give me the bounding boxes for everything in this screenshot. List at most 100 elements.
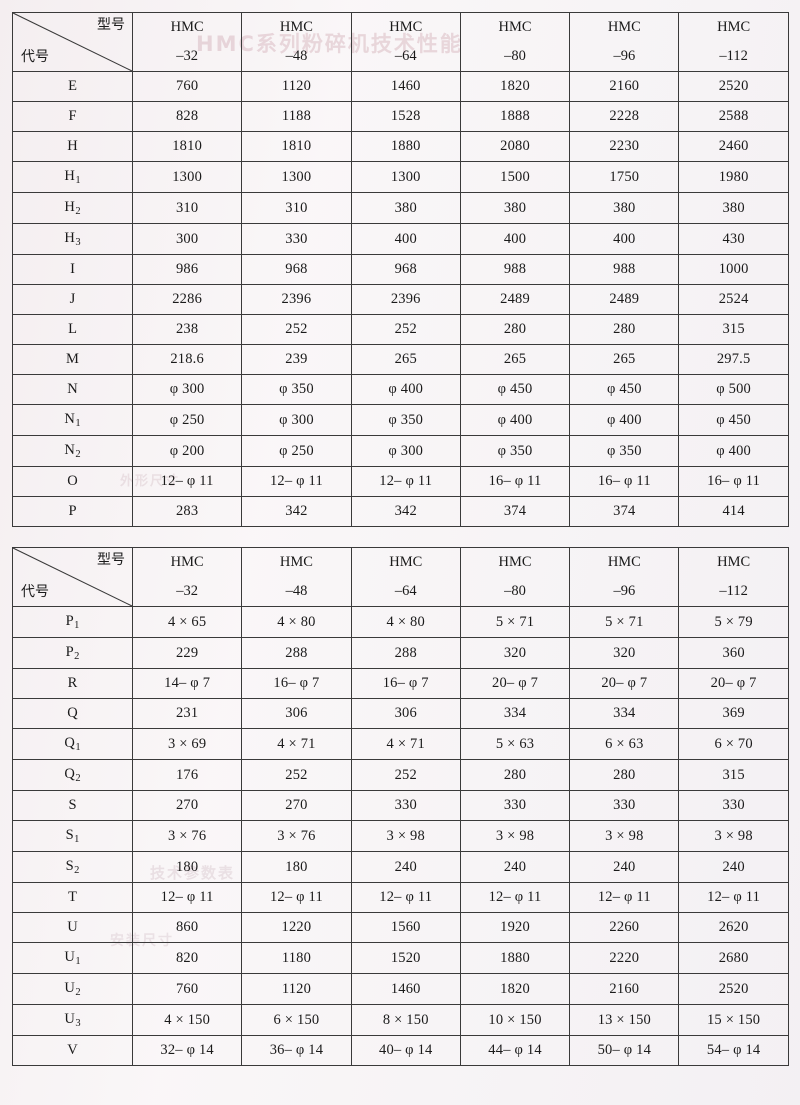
row-code-label: F xyxy=(12,101,133,132)
table-cell: 988 xyxy=(459,254,571,285)
row-code-label: U3 xyxy=(12,1004,133,1036)
table-row: M 218.6 239 265 265 265 297.5 xyxy=(12,344,789,375)
row-code-label: S1 xyxy=(12,820,133,852)
table-cell: 1500 xyxy=(459,161,571,193)
table-cell: 5 × 71 xyxy=(459,606,571,638)
table-cell: 2080 xyxy=(459,131,571,162)
header-row: 型号 代号 HMC –32 HMC –48 HMC –64 HMC –80 HMC –96 HMC –… xyxy=(12,547,789,607)
table-cell: 12– φ 11 xyxy=(569,882,680,913)
row-code-base: H xyxy=(64,168,75,184)
table-cell: 3 × 98 xyxy=(569,820,680,852)
table-cell: 1528 xyxy=(350,101,461,132)
table-cell: 280 xyxy=(569,759,680,791)
table-cell: 12– φ 11 xyxy=(131,466,243,497)
row-code-base: F xyxy=(68,108,77,124)
row-code-label: U xyxy=(12,912,133,943)
table-row: Q1 3 × 69 4 × 71 4 × 71 5 × 63 6 × 63 6 × 70 xyxy=(12,728,789,760)
row-code-subscript: 2 xyxy=(75,987,81,998)
table-cell: 12– φ 11 xyxy=(350,882,461,913)
corner-header-cell: 型号 代号 xyxy=(12,12,133,72)
table-row: S1 3 × 76 3 × 76 3 × 98 3 × 98 3 × 98 3 × 98 xyxy=(12,820,789,852)
row-code-label: U1 xyxy=(12,942,133,974)
corner-model-label: 型号 xyxy=(97,552,125,568)
table-cell: 1920 xyxy=(459,912,571,943)
table-cell: 252 xyxy=(241,759,352,791)
table-cell: 8 × 150 xyxy=(350,1004,461,1036)
table-cell: 1120 xyxy=(241,973,352,1005)
table-cell: 1810 xyxy=(241,131,352,162)
row-code-label: N xyxy=(12,374,133,405)
table-cell: 3 × 76 xyxy=(131,820,243,852)
table-cell: 2588 xyxy=(678,101,789,132)
table-cell: 20– φ 7 xyxy=(459,668,571,699)
table-cell: 12– φ 11 xyxy=(241,882,352,913)
table-cell: 330 xyxy=(241,223,352,255)
row-code-label: O xyxy=(12,466,133,497)
table-cell: 288 xyxy=(241,637,352,669)
table-cell: φ 300 xyxy=(350,435,461,467)
table-cell: 306 xyxy=(350,698,461,729)
column-header-size: –96 xyxy=(613,48,636,64)
table-cell: 2489 xyxy=(459,284,571,315)
row-code-base: S xyxy=(68,797,77,813)
table-header: 型号 代号 HMC –32 HMC –48 HMC –64 HMC –80 HMC –96 HMC –… xyxy=(12,547,789,607)
table-row: J 2286 2396 2396 2489 2489 2524 xyxy=(12,284,789,315)
column-header-size: –48 xyxy=(285,48,308,64)
row-code-label: L xyxy=(12,314,133,345)
table-cell: 4 × 150 xyxy=(131,1004,243,1036)
table-cell: 2680 xyxy=(678,942,789,974)
column-header-brand: HMC xyxy=(607,19,641,35)
table-cell: 16– φ 11 xyxy=(569,466,680,497)
row-code-base: U xyxy=(64,1011,75,1027)
row-code-base: Q xyxy=(67,705,78,721)
table-cell: 4 × 71 xyxy=(350,728,461,760)
row-code-subscript: 1 xyxy=(75,956,81,967)
column-header-size: –80 xyxy=(504,48,526,64)
column-header-brand: HMC xyxy=(607,554,641,570)
table-cell: 270 xyxy=(241,790,352,821)
table-cell: 820 xyxy=(131,942,243,974)
table-cell: 1120 xyxy=(241,71,352,102)
row-code-subscript: 2 xyxy=(75,206,81,217)
row-code-base: U xyxy=(67,919,78,935)
row-code-base: S xyxy=(65,827,74,843)
table-cell: 4 × 80 xyxy=(350,606,461,638)
table-cell: 12– φ 11 xyxy=(350,466,461,497)
spec-table-dimensions-part1: 型号 代号 HMC –32 HMC –48 HMC –64 HMC –80 HMC –96 HMC –… xyxy=(12,12,789,527)
table-cell: φ 400 xyxy=(459,404,571,436)
row-code-label: H1 xyxy=(12,161,133,193)
column-header-model-3: HMC –64 xyxy=(350,12,461,72)
table-cell: 1750 xyxy=(569,161,680,193)
table-cell: 240 xyxy=(459,851,571,883)
row-code-subscript: 2 xyxy=(74,651,80,662)
table-cell: 380 xyxy=(350,192,461,224)
table-cell: 20– φ 7 xyxy=(569,668,680,699)
table-cell: 306 xyxy=(241,698,352,729)
corner-code-label: 代号 xyxy=(21,583,49,600)
table-cell: 1560 xyxy=(350,912,461,943)
table-cell: 6 × 70 xyxy=(678,728,789,760)
column-header-model-2: HMC –48 xyxy=(241,12,352,72)
column-header-size: –80 xyxy=(504,583,526,599)
table-cell: 320 xyxy=(569,637,680,669)
table-cell: 310 xyxy=(131,192,243,224)
row-code-label: Q2 xyxy=(12,759,133,791)
column-header-model-2: HMC –48 xyxy=(241,547,352,607)
row-code-label: T xyxy=(12,882,133,913)
corner-header-cell: 型号 代号 xyxy=(12,547,133,607)
table-cell: 1888 xyxy=(459,101,571,132)
table-cell: 252 xyxy=(350,314,461,345)
table-cell: 297.5 xyxy=(678,344,789,375)
row-code-label: E xyxy=(12,71,133,102)
table-cell: 180 xyxy=(241,851,352,883)
table-cell: φ 350 xyxy=(241,374,352,405)
row-code-base: J xyxy=(69,291,76,307)
row-code-base: P xyxy=(68,503,77,519)
table-cell: 12– φ 11 xyxy=(241,466,352,497)
table-cell: 342 xyxy=(350,496,461,527)
row-code-label: S xyxy=(12,790,133,821)
table-cell: 5 × 71 xyxy=(569,606,680,638)
table-cell: 2520 xyxy=(678,973,789,1005)
table-cell: 2286 xyxy=(131,284,243,315)
